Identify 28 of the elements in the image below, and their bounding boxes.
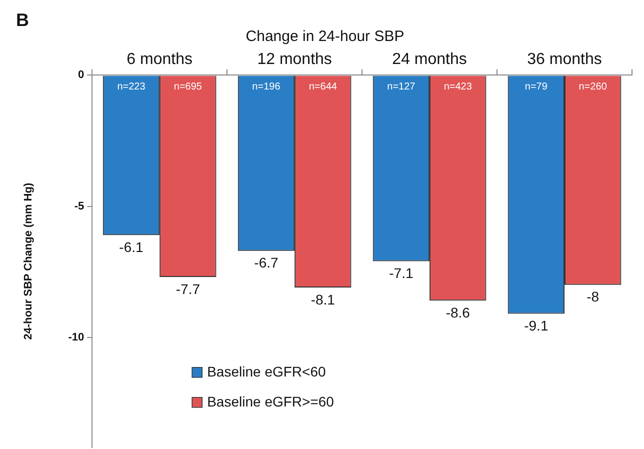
data-label: -7.1: [389, 265, 414, 282]
annotation: n=423: [444, 81, 472, 92]
legend-label: Baseline eGFR<60: [207, 363, 326, 380]
data-label: -9.1: [524, 318, 548, 334]
data-label: -8.6: [446, 304, 470, 320]
data-label: -6.1: [119, 238, 144, 255]
annotation: n=79: [524, 81, 548, 92]
x-tick-label: 36 months: [527, 51, 602, 68]
text: B: [16, 10, 29, 30]
x-tick-label: 6 months: [126, 51, 192, 68]
x-tick-label: 24 months: [392, 51, 467, 68]
annotation: n=260: [578, 81, 608, 92]
y-tick-label: -10: [68, 331, 84, 344]
chart-title: Change in 24-hour SBP: [246, 28, 404, 46]
data-label: -6.7: [254, 254, 278, 271]
annotation: n=644: [308, 81, 338, 92]
x-tick-label: 12 months: [257, 51, 332, 68]
data-label: -8: [586, 288, 600, 305]
annotation: n=695: [174, 81, 202, 92]
annotation: n=196: [252, 81, 281, 92]
annotation: n=127: [387, 81, 416, 92]
annotation: n=223: [117, 81, 146, 92]
legend-label: Baseline eGFR>=60: [207, 393, 334, 410]
data-label: -8.1: [310, 291, 336, 308]
data-label: -7.7: [176, 280, 200, 297]
y-tick-label: 0: [78, 69, 84, 82]
y-tick-label: -5: [74, 200, 84, 212]
y-axis-title: 24-hour SBP Change (mm Hg): [22, 182, 35, 340]
